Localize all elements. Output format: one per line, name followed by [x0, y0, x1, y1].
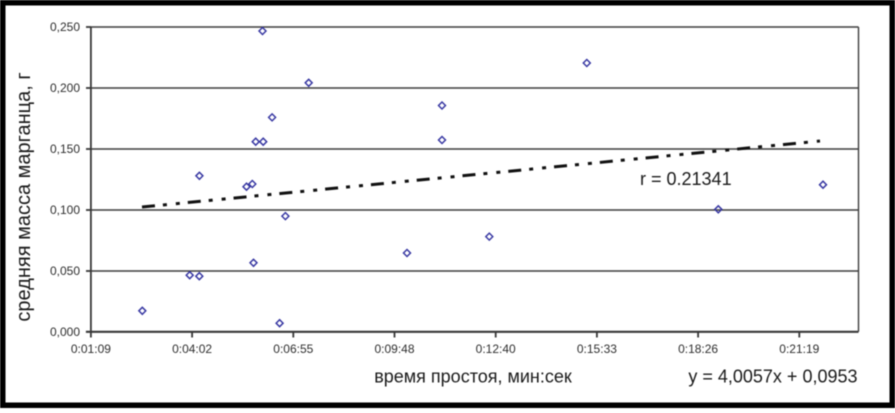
svg-text:0,000: 0,000	[50, 325, 80, 339]
svg-text:0,250: 0,250	[50, 20, 80, 34]
svg-text:0:18:26: 0:18:26	[678, 342, 718, 356]
svg-text:r = 0.21341: r = 0.21341	[640, 169, 732, 189]
svg-text:y = 4,0057x + 0,0953: y = 4,0057x + 0,0953	[688, 367, 857, 387]
svg-text:0:12:40: 0:12:40	[476, 342, 516, 356]
svg-text:0:09:48: 0:09:48	[374, 342, 414, 356]
svg-text:0:06:55: 0:06:55	[273, 342, 313, 356]
svg-text:0:15:33: 0:15:33	[577, 342, 617, 356]
svg-text:время простоя, мин:сек: время простоя, мин:сек	[374, 367, 572, 387]
svg-text:0,200: 0,200	[50, 81, 80, 95]
svg-text:0,100: 0,100	[50, 203, 80, 217]
svg-text:0:04:02: 0:04:02	[172, 342, 212, 356]
svg-text:средняя масса марганца, г: средняя масса марганца, г	[13, 72, 35, 321]
svg-text:0:21:19: 0:21:19	[779, 342, 819, 356]
svg-text:0,150: 0,150	[50, 142, 80, 156]
svg-text:0:01:09: 0:01:09	[71, 342, 111, 356]
svg-text:0,050: 0,050	[50, 264, 80, 278]
